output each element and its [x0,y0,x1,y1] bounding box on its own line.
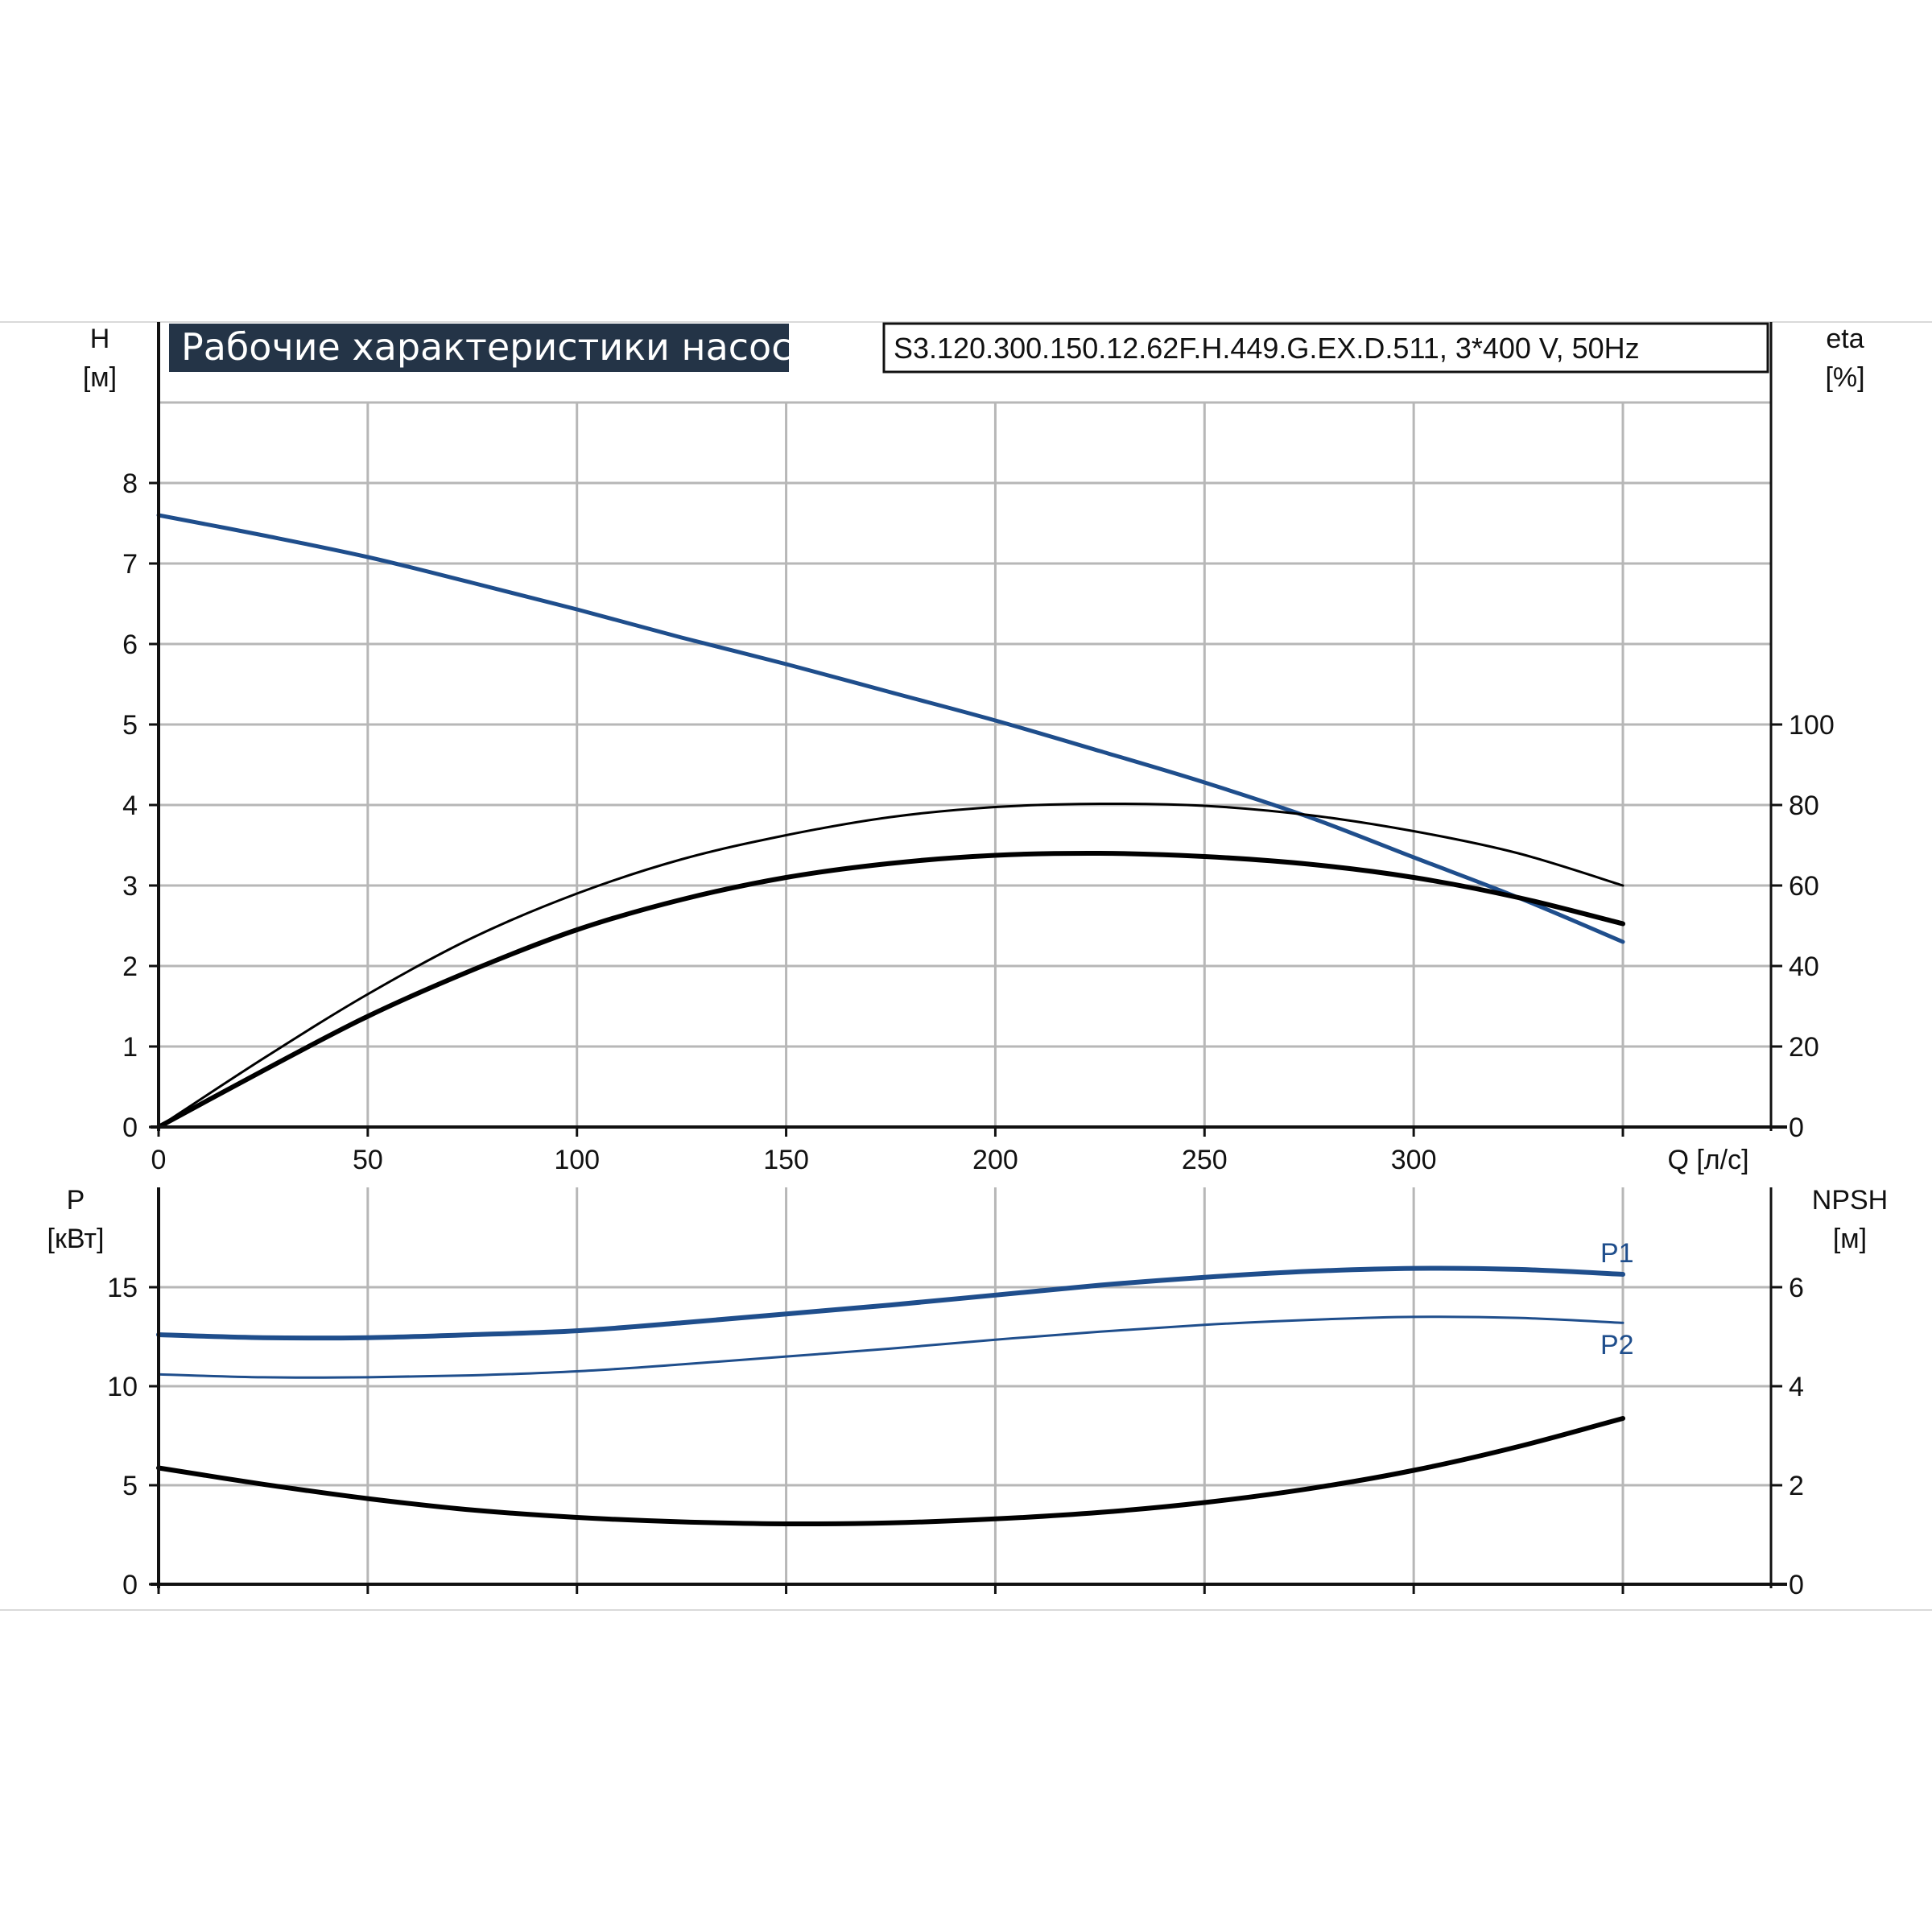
top-plot-grid [159,401,1771,1127]
top-left-tick-label: 0 [122,1113,138,1143]
bottom-plot-series [156,1265,1625,1527]
model-label: S3.120.300.150.12.62F.H.449.G.EX.D.511, … [894,332,1640,365]
x-tick-label: 100 [554,1145,600,1175]
bottom-right-axis-name: NPSH [1812,1185,1888,1216]
top-right-tick-label: 60 [1789,871,1819,902]
model-box [882,322,1769,374]
x-axis-label: Q [л/с] [1667,1145,1748,1175]
bottom-series-line-p2 [157,1315,1624,1379]
bottom-left-tick-label: 0 [122,1570,138,1600]
x-tick-label: 300 [1391,1145,1437,1175]
bottom-right-tick-label: 6 [1789,1273,1804,1303]
bottom-series-line-p1 [156,1265,1625,1341]
top-series-line-1 [157,802,1624,1129]
x-tick-label: 200 [972,1145,1018,1175]
bottom-left-tick-label: 10 [107,1372,138,1402]
x-tick-label: 0 [151,1145,167,1175]
x-tick-label: 50 [353,1145,383,1175]
top-series-line-2 [156,850,1625,1129]
top-right-axis-unit: [%] [1825,362,1864,393]
top-left-tick-label: 4 [122,791,138,821]
chart-title: Рабочие характеристики насоса [181,325,815,369]
bottom-right-tick-label: 0 [1789,1570,1804,1600]
bottom-left-axis-unit: [кВт] [47,1224,105,1254]
top-left-tick-label: 8 [122,469,138,499]
top-right-tick-label: 80 [1789,791,1819,821]
bottom-right-tick-label: 2 [1789,1471,1804,1501]
bottom-right-tick-label: 4 [1789,1372,1804,1402]
bottom-series-line-2 [156,1416,1625,1527]
bottom-left-tick-label: 15 [107,1273,138,1303]
series-label-p2: P2 [1600,1330,1634,1360]
series-label-p1: P1 [1600,1238,1634,1269]
top-left-tick-label: 1 [122,1032,138,1063]
top-left-axis-name: H [90,324,110,354]
top-right-tick-label: 40 [1789,952,1819,982]
top-left-tick-label: 3 [122,871,138,902]
top-right-tick-label: 100 [1789,710,1835,741]
top-left-tick-label: 7 [122,549,138,580]
top-right-tick-label: 0 [1789,1113,1804,1143]
plot-axes [149,322,1787,1594]
bottom-left-tick-label: 5 [122,1471,138,1501]
top-left-tick-label: 6 [122,630,138,660]
top-right-axis-name: eta [1826,324,1864,354]
top-plot-series [156,513,1625,1129]
x-tick-label: 150 [763,1145,809,1175]
top-series-line-0 [156,513,1625,944]
title-box [169,324,789,372]
x-tick-label: 250 [1182,1145,1228,1175]
bottom-plot-grid [159,1187,1771,1584]
top-left-tick-label: 5 [122,710,138,741]
bottom-left-axis-name: P [67,1185,85,1216]
bottom-right-axis-unit: [м] [1833,1224,1867,1254]
top-left-axis-unit: [м] [83,362,117,393]
top-left-tick-label: 2 [122,952,138,982]
top-right-tick-label: 20 [1789,1032,1819,1063]
